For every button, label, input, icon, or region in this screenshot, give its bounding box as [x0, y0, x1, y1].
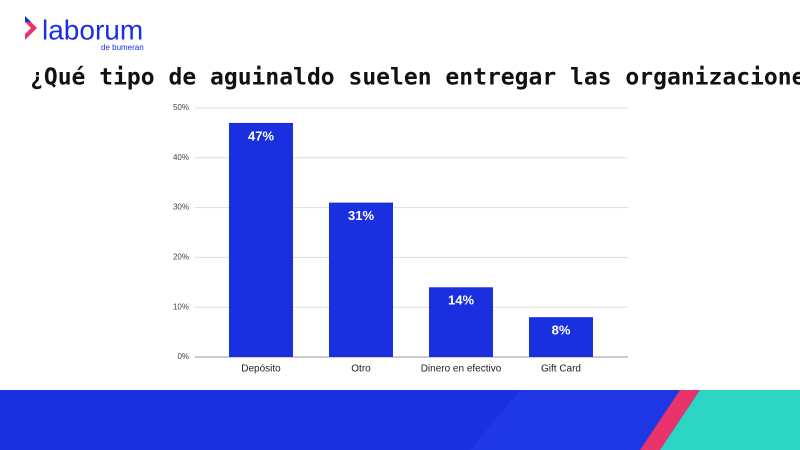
logo-icon-part	[25, 16, 31, 22]
plot: 0% 10% 20% 30% 40% 50% Depósito 47% Otro 31% Diner…	[173, 103, 628, 375]
y-tick-label: 40%	[173, 153, 189, 162]
value-label: 14%	[448, 293, 474, 308]
x-tick-label: Dinero en efectivo	[421, 364, 502, 375]
chart-title: ¿Qué tipo de aguinaldo suelen entregar l…	[30, 65, 800, 91]
x-tick-label: Otro	[351, 364, 371, 375]
banner-shape	[660, 390, 800, 450]
bar	[429, 287, 493, 357]
value-label: 8%	[552, 323, 571, 338]
banner-pattern	[470, 390, 680, 450]
logo-tagline: de bumeran	[101, 43, 144, 52]
y-tick-label: 30%	[173, 203, 189, 212]
banner-stripe	[640, 390, 700, 450]
x-tick-label: Depósito	[241, 364, 281, 375]
value-label: 31%	[348, 208, 374, 223]
y-tick-label: 50%	[173, 103, 189, 112]
x-tick-label: Gift Card	[541, 364, 581, 375]
y-tick-label: 20%	[173, 253, 189, 262]
bar	[329, 202, 393, 357]
value-label: 47%	[248, 128, 274, 143]
y-tick-label: 0%	[177, 352, 189, 361]
logo-name: laborum	[42, 14, 143, 45]
logo: laborum de bumeran	[25, 14, 144, 52]
bar	[529, 317, 593, 357]
banner	[0, 390, 800, 450]
y-tick-label: 10%	[173, 302, 189, 311]
bar	[229, 122, 293, 357]
